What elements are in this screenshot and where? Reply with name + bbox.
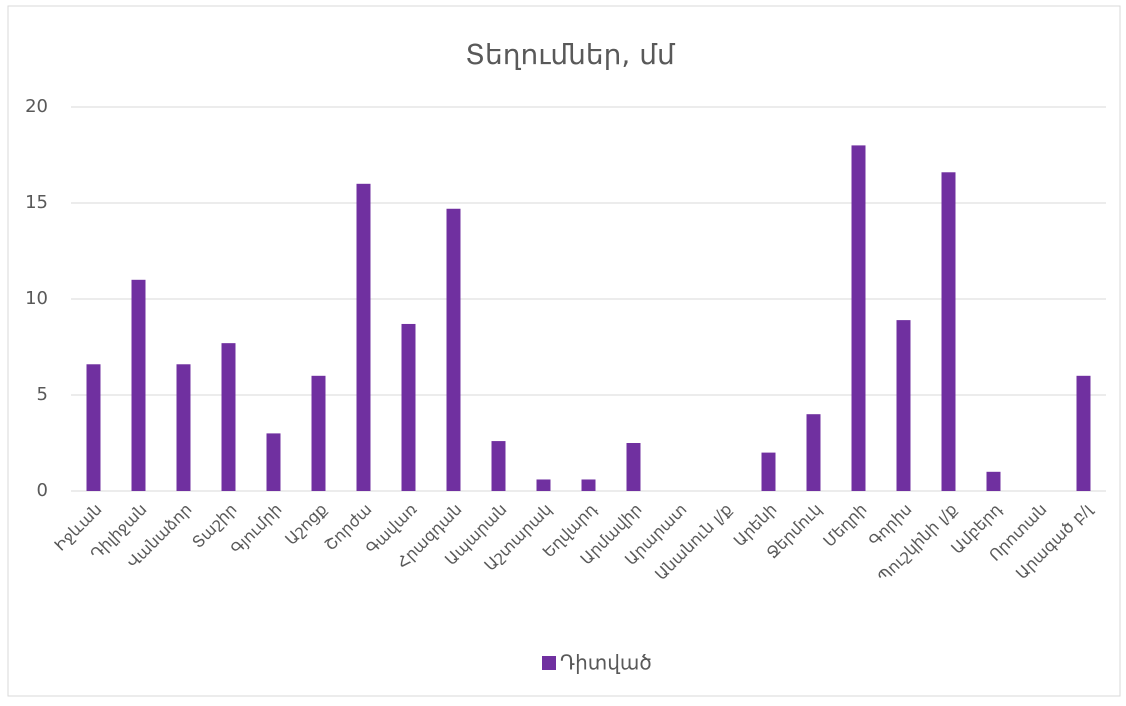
bar [221, 343, 236, 491]
bar [266, 433, 281, 491]
bar [446, 208, 461, 491]
bar [401, 323, 416, 491]
bar [851, 145, 866, 491]
bar [536, 479, 551, 491]
y-tick-label: 20 [25, 96, 48, 117]
bar [491, 441, 506, 491]
bar [311, 375, 326, 491]
bar [806, 414, 821, 491]
bar [896, 320, 911, 491]
bar [176, 364, 191, 491]
bar [581, 479, 596, 491]
y-tick-label: 10 [25, 288, 48, 309]
legend-swatch [542, 656, 556, 670]
bar [626, 443, 641, 491]
bar [761, 452, 776, 491]
bar [1076, 375, 1091, 491]
bar [941, 172, 956, 491]
bar [131, 279, 146, 491]
legend-label: Դիտված [560, 651, 652, 675]
y-tick-label: 0 [37, 480, 48, 501]
bar [986, 471, 1001, 491]
chart-border [7, 5, 1121, 697]
bar [86, 364, 101, 491]
chart-title: Տեղումներ, մմ [465, 38, 676, 71]
bar [356, 183, 371, 492]
y-tick-label: 15 [25, 192, 48, 213]
y-tick-label: 5 [37, 384, 48, 405]
